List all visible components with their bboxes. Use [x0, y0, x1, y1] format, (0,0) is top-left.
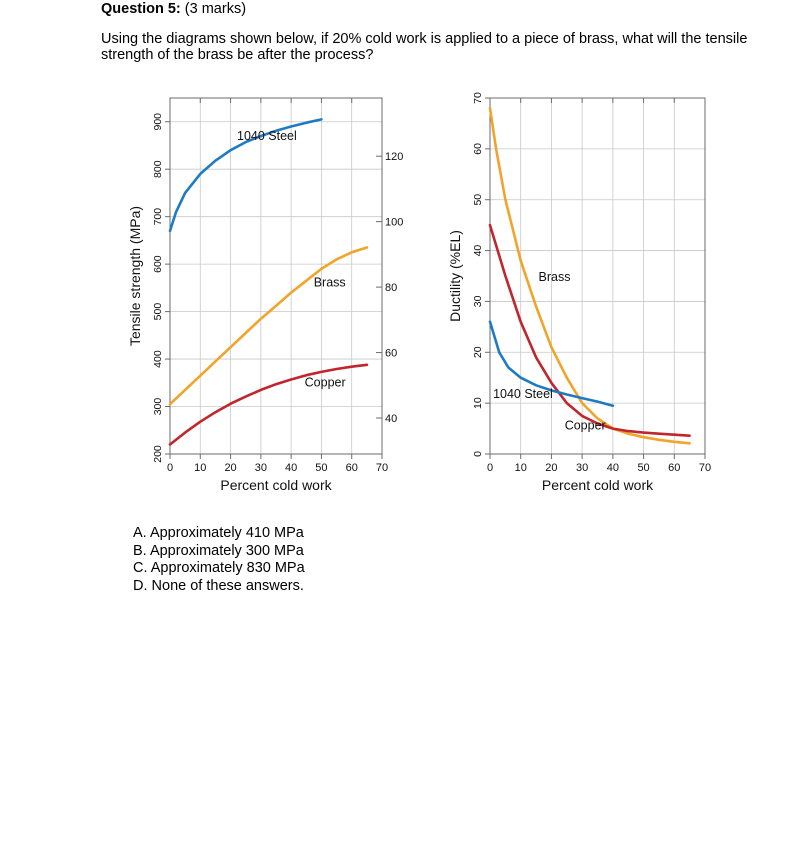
- ductility-series-copper-line: [488, 223, 691, 438]
- strength-secondary-y-tick-label: 60: [385, 348, 397, 360]
- strength-secondary-y-tick-label: 40: [385, 413, 397, 425]
- strength-y-tick-label: 200: [152, 445, 164, 463]
- strength-x-tick-label: 10: [194, 462, 206, 474]
- ductility-series-brass-line: [488, 106, 691, 445]
- strength-x-tick-label: 20: [224, 462, 236, 474]
- strength-x-axis-label: Percent cold work: [220, 477, 332, 493]
- ductility-x-tick-label: 30: [576, 462, 588, 474]
- option-d-letter: D.: [133, 577, 148, 594]
- strength-x-tick-label: 70: [376, 462, 388, 474]
- ductility-x-tick-label: 20: [545, 462, 557, 474]
- ductility-y-axis-label: Ductility (%EL): [447, 230, 463, 322]
- ductility-chart: 0 10 20 30 40 50 60 70 0 10 20 30 40 50 60 70 Percent co…: [447, 92, 711, 493]
- ductility-plot-frame: [489, 97, 706, 455]
- option-c[interactable]: C. Approximately 830 MPa: [133, 560, 305, 578]
- option-c-letter: C.: [133, 560, 148, 576]
- strength-x-tick-label: 50: [315, 462, 327, 474]
- strength-secondary-y-tick-label: 100: [385, 217, 403, 229]
- question-marks: (3 marks): [184, 1, 247, 17]
- tensile-strength-chart: 0 10 20 30 40 50 60 70 200 300 400 500 600 700 800 900 P…: [127, 97, 403, 493]
- strength-y-tick-label: 600: [152, 255, 164, 273]
- strength-y-tick-label: 700: [152, 208, 164, 226]
- ductility-y-tick-label: 20: [472, 346, 484, 358]
- ductility-series-label-brass: Brass: [539, 270, 571, 284]
- strength-y-tick-label: 500: [152, 303, 164, 321]
- ductility-y-tick-label: 40: [472, 245, 484, 257]
- option-b-text: Approximately 300 MPa: [149, 542, 304, 559]
- ductility-x-tick-label: 10: [515, 462, 527, 474]
- ductility-y-tick-label: 0: [472, 451, 484, 457]
- strength-series-brass-line: [168, 246, 369, 406]
- strength-secondary-y-tick-label: 80: [385, 282, 397, 294]
- option-c-text: Approximately 830 MPa: [150, 560, 305, 576]
- ductility-y-tick-label: 10: [472, 397, 484, 409]
- ductility-y-tick-label: 30: [472, 295, 484, 307]
- option-b[interactable]: B. Approximately 300 MPa: [133, 543, 305, 561]
- strength-x-tick-label: 0: [167, 462, 173, 474]
- strength-x-tick-label: 30: [255, 462, 267, 474]
- option-d-text: None of these answers.: [151, 577, 304, 594]
- strength-x-tick-label: 40: [285, 462, 297, 474]
- ductility-x-tick-label: 70: [699, 462, 711, 474]
- strength-x-tick-label: 60: [346, 462, 358, 474]
- option-a-letter: A.: [133, 525, 147, 541]
- strength-plot-frame: [169, 97, 383, 455]
- ductility-series-label-copper: Copper: [565, 419, 606, 433]
- question-text: Using the diagrams shown below, if 20% c…: [101, 31, 748, 63]
- strength-y-tick-label: 900: [152, 113, 164, 131]
- option-d[interactable]: D. None of these answers.: [133, 578, 305, 596]
- question-heading: Question 5: (3 marks): [101, 1, 246, 17]
- strength-series-label-steel: 1040 Steel: [237, 129, 297, 143]
- strength-secondary-y-tick-label: 120: [385, 151, 403, 163]
- strength-y-tick-label: 400: [152, 350, 164, 368]
- ductility-series-label-steel: 1040 Steel: [493, 387, 553, 401]
- strength-series-label-copper: Copper: [305, 376, 346, 390]
- ductility-series-steel-line: [488, 320, 615, 408]
- ductility-x-tick-label: 60: [668, 462, 680, 474]
- answer-options: A. Approximately 410 MPa B. Approximatel…: [133, 525, 305, 595]
- ductility-x-tick-label: 0: [487, 462, 493, 474]
- ductility-y-tick-label: 60: [472, 143, 484, 155]
- strength-series-copper-line: [168, 363, 369, 446]
- strength-y-tick-label: 300: [152, 398, 164, 416]
- ductility-x-tick-label: 50: [637, 462, 649, 474]
- ductility-x-axis-label: Percent cold work: [542, 477, 654, 493]
- strength-series-steel-line: [168, 118, 323, 233]
- strength-series-label-brass: Brass: [314, 275, 346, 289]
- option-b-letter: B.: [133, 542, 147, 559]
- ductility-y-tick-label: 50: [472, 194, 484, 206]
- option-a[interactable]: A. Approximately 410 MPa: [133, 525, 305, 543]
- strength-y-axis-label: Tensile strength (MPa): [127, 206, 143, 346]
- strength-y-tick-label: 800: [152, 160, 164, 178]
- question-label: Question 5:: [101, 1, 181, 17]
- ductility-x-tick-label: 40: [607, 462, 619, 474]
- option-a-text: Approximately 410 MPa: [149, 525, 304, 541]
- ductility-y-tick-label: 70: [472, 92, 484, 104]
